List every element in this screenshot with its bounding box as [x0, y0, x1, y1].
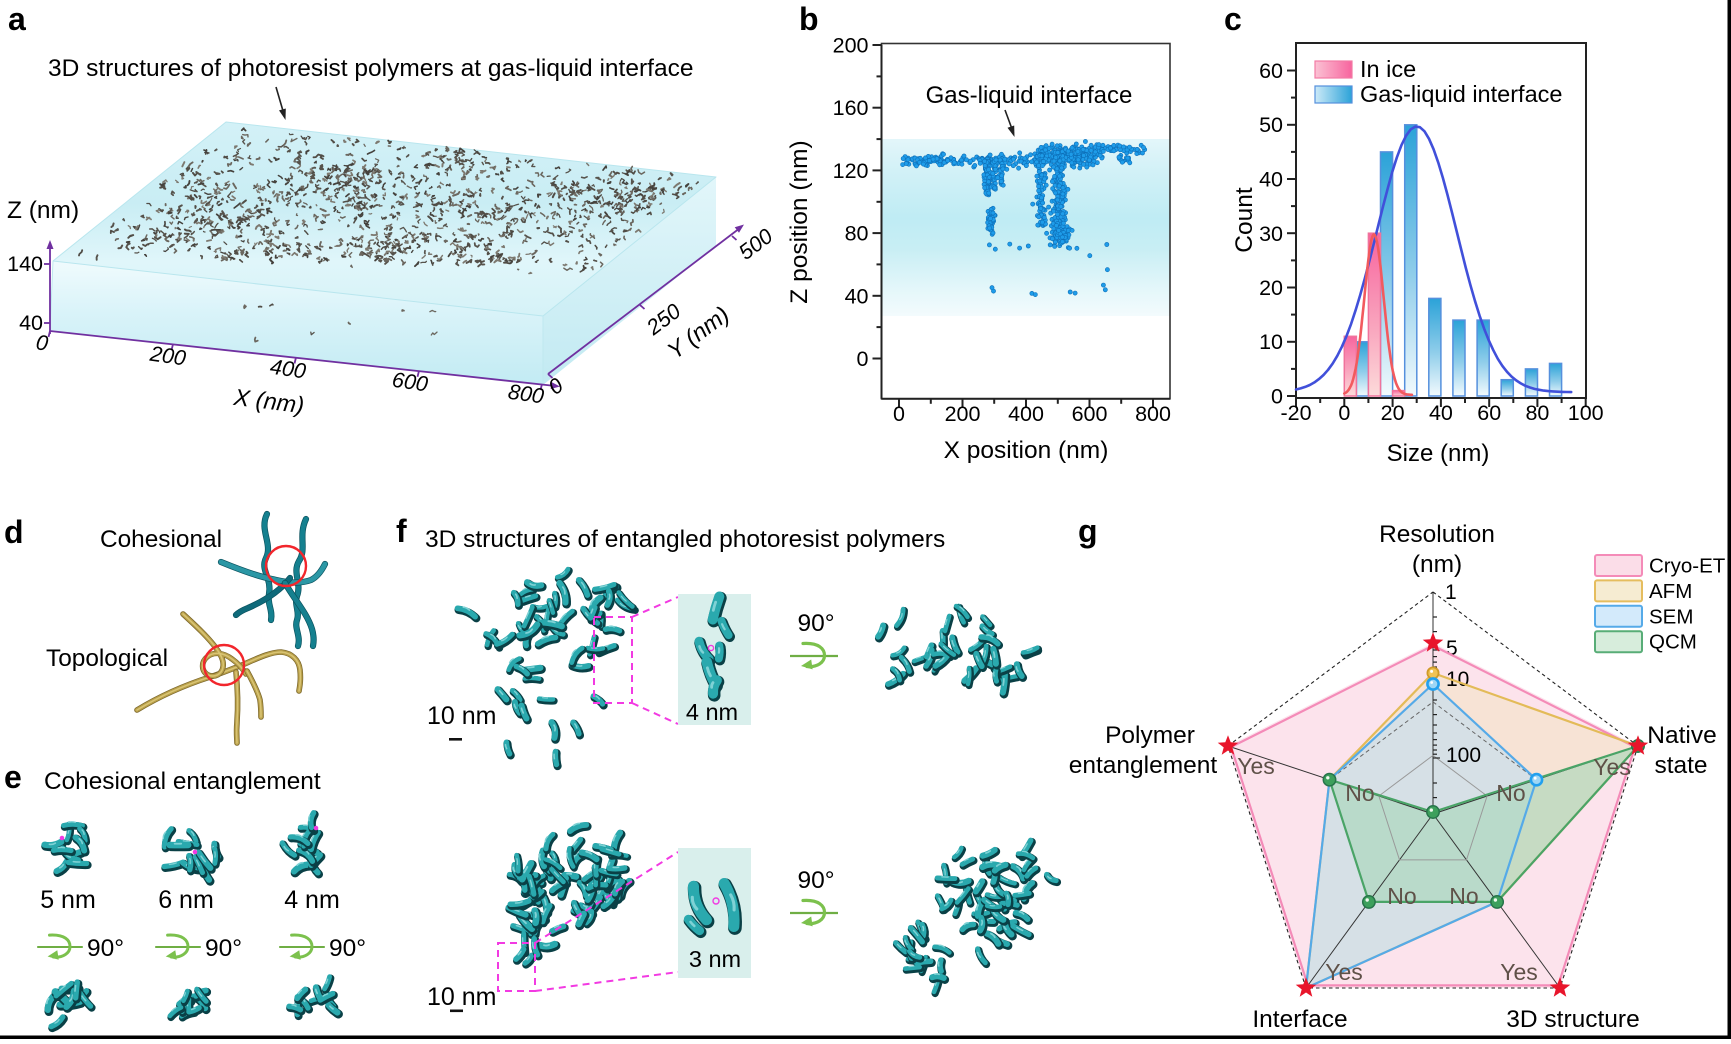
svg-text:Gas-liquid interface: Gas-liquid interface — [926, 82, 1133, 109]
svg-text:No: No — [1449, 883, 1478, 909]
svg-text:400: 400 — [1008, 402, 1044, 426]
svg-text:No: No — [1496, 780, 1525, 806]
svg-text:(nm): (nm) — [1412, 551, 1462, 578]
svg-text:50: 50 — [1259, 113, 1283, 137]
svg-text:Cryo-ET: Cryo-ET — [1649, 555, 1726, 578]
svg-text:Native: Native — [1647, 722, 1716, 749]
svg-text:120: 120 — [833, 159, 869, 183]
svg-text:entanglement: entanglement — [1069, 752, 1218, 779]
svg-text:AFM: AFM — [1649, 580, 1692, 603]
svg-text:140: 140 — [7, 252, 43, 276]
svg-text:200: 200 — [148, 342, 188, 371]
svg-text:90°: 90° — [87, 935, 124, 962]
svg-text:20: 20 — [1381, 401, 1405, 425]
svg-text:0: 0 — [893, 402, 905, 426]
svg-text:600: 600 — [1072, 402, 1108, 426]
svg-text:d: d — [4, 514, 24, 550]
svg-text:90°: 90° — [329, 935, 366, 962]
svg-text:200: 200 — [945, 402, 981, 426]
svg-text:Yes: Yes — [1593, 754, 1631, 780]
svg-text:g: g — [1078, 513, 1098, 549]
svg-text:Size (nm): Size (nm) — [1387, 440, 1490, 467]
svg-text:3D structures of entangled pho: 3D structures of entangled photoresist p… — [425, 526, 945, 553]
svg-text:80: 80 — [1525, 401, 1549, 425]
svg-text:1: 1 — [1445, 581, 1457, 604]
svg-text:Polymer: Polymer — [1105, 722, 1195, 749]
svg-text:40: 40 — [1259, 168, 1283, 192]
svg-text:f: f — [396, 513, 407, 549]
svg-text:200: 200 — [833, 34, 869, 58]
svg-text:state: state — [1654, 752, 1707, 779]
svg-text:800: 800 — [1135, 402, 1171, 426]
svg-text:100: 100 — [1568, 401, 1604, 425]
svg-text:160: 160 — [833, 96, 869, 120]
svg-text:b: b — [799, 1, 819, 37]
svg-text:40: 40 — [845, 284, 869, 308]
svg-text:Yes: Yes — [1237, 753, 1275, 779]
svg-text:3D structures of photoresist p: 3D structures of photoresist polymers at… — [48, 55, 693, 82]
svg-text:30: 30 — [1259, 222, 1283, 246]
svg-text:Resolution: Resolution — [1379, 521, 1495, 548]
svg-text:600: 600 — [391, 368, 430, 397]
svg-text:90°: 90° — [797, 610, 834, 637]
svg-text:SEM: SEM — [1649, 605, 1693, 628]
svg-text:10 nm: 10 nm — [427, 983, 496, 1011]
svg-text:80: 80 — [845, 222, 869, 246]
svg-text:800: 800 — [507, 380, 546, 409]
svg-text:No: No — [1345, 780, 1374, 806]
svg-text:a: a — [8, 1, 26, 37]
svg-text:X position (nm): X position (nm) — [944, 437, 1109, 464]
svg-text:0: 0 — [857, 347, 869, 371]
svg-text:100: 100 — [1446, 744, 1481, 767]
svg-text:90°: 90° — [797, 867, 834, 894]
svg-text:c: c — [1224, 1, 1242, 37]
svg-text:4 nm: 4 nm — [284, 886, 340, 914]
svg-text:20: 20 — [1259, 276, 1283, 300]
svg-text:60: 60 — [1477, 401, 1501, 425]
svg-text:10: 10 — [1259, 330, 1283, 354]
svg-text:-20: -20 — [1280, 401, 1311, 425]
svg-text:QCM: QCM — [1649, 631, 1697, 654]
svg-text:6 nm: 6 nm — [158, 886, 214, 914]
svg-text:In ice: In ice — [1360, 56, 1416, 82]
svg-text:90°: 90° — [205, 935, 242, 962]
svg-text:Interface: Interface — [1252, 1006, 1347, 1033]
svg-text:Z (nm): Z (nm) — [7, 197, 79, 224]
svg-text:Z position (nm): Z position (nm) — [786, 140, 813, 303]
svg-text:10 nm: 10 nm — [427, 702, 496, 730]
svg-text:Topological: Topological — [46, 645, 168, 672]
svg-text:40: 40 — [1429, 401, 1453, 425]
svg-text:60: 60 — [1259, 59, 1283, 83]
svg-text:Cohesional: Cohesional — [100, 526, 222, 553]
svg-text:No: No — [1387, 883, 1416, 909]
svg-text:Count: Count — [1231, 187, 1258, 253]
svg-text:Yes: Yes — [1325, 959, 1363, 985]
svg-text:400: 400 — [269, 355, 308, 384]
svg-text:e: e — [4, 759, 22, 795]
svg-text:3D structure: 3D structure — [1506, 1006, 1639, 1033]
svg-text:Cohesional entanglement: Cohesional entanglement — [44, 768, 321, 795]
svg-text:0: 0 — [1338, 401, 1350, 425]
svg-text:3 nm: 3 nm — [689, 946, 741, 972]
svg-text:Yes: Yes — [1500, 959, 1538, 985]
svg-text:Gas-liquid interface: Gas-liquid interface — [1360, 81, 1562, 107]
svg-text:5 nm: 5 nm — [40, 886, 96, 914]
svg-text:4 nm: 4 nm — [686, 699, 738, 725]
